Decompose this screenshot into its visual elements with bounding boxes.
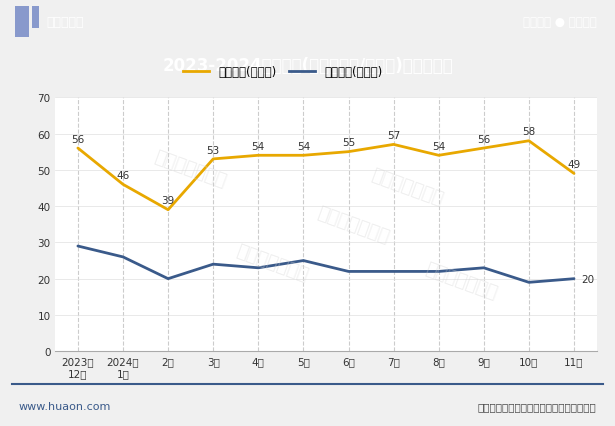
Text: 华经产业研究院: 华经产业研究院 bbox=[369, 165, 445, 208]
Text: 39: 39 bbox=[162, 196, 175, 206]
Text: 华经产业研究院: 华经产业研究院 bbox=[423, 259, 499, 302]
Text: 56: 56 bbox=[477, 134, 490, 144]
Text: 2023-2024年重庆市(境内目的地/货源地)进、出口额: 2023-2024年重庆市(境内目的地/货源地)进、出口额 bbox=[162, 57, 453, 75]
Text: 53: 53 bbox=[207, 145, 220, 155]
Text: 华经产业研究院: 华经产业研究院 bbox=[315, 204, 391, 246]
Text: 58: 58 bbox=[522, 127, 536, 137]
Text: 57: 57 bbox=[387, 131, 400, 141]
Bar bbox=[32, 7, 39, 29]
Bar bbox=[15, 7, 29, 38]
Text: 20: 20 bbox=[581, 274, 594, 284]
Text: 54: 54 bbox=[432, 141, 445, 152]
Text: 49: 49 bbox=[568, 160, 581, 170]
Text: 56: 56 bbox=[71, 134, 84, 144]
Text: 华经产业研究院: 华经产业研究院 bbox=[234, 242, 310, 284]
Text: www.huaon.com: www.huaon.com bbox=[18, 401, 111, 412]
Text: 54: 54 bbox=[297, 141, 310, 152]
Text: 54: 54 bbox=[252, 141, 265, 152]
Text: 数据来源：中国海关，华经产业研究院整理: 数据来源：中国海关，华经产业研究院整理 bbox=[478, 401, 597, 412]
Text: 55: 55 bbox=[342, 138, 355, 148]
Text: 华经情报网: 华经情报网 bbox=[46, 16, 84, 29]
Text: 46: 46 bbox=[116, 170, 130, 181]
Legend: 出口总额(亿美元), 进口总额(亿美元): 出口总额(亿美元), 进口总额(亿美元) bbox=[178, 61, 387, 83]
Text: 专业严谨 ● 客观科学: 专业严谨 ● 客观科学 bbox=[523, 16, 597, 29]
Text: 华经产业研究院: 华经产业研究院 bbox=[153, 148, 229, 190]
